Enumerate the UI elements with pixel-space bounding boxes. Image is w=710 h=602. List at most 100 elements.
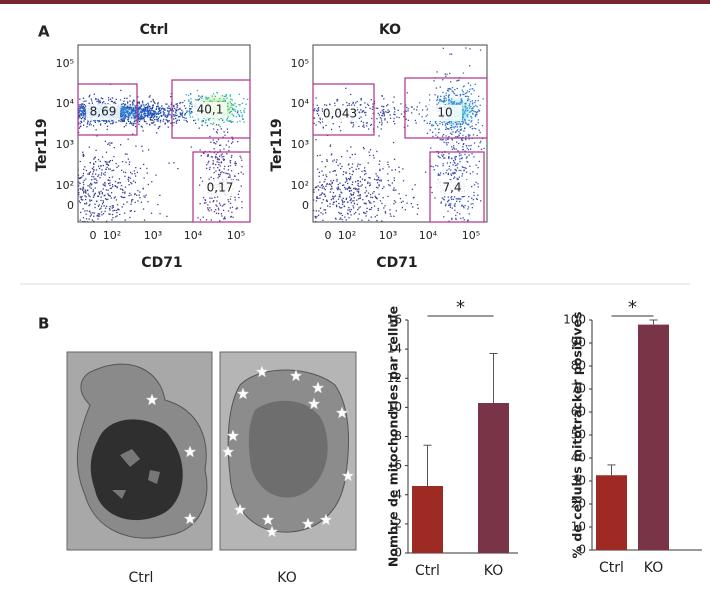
x-tick-label: Ctrl — [415, 563, 440, 579]
y-tick-label: 20 — [571, 497, 586, 511]
event-dot — [83, 183, 85, 186]
event-dot — [82, 172, 85, 175]
event-dot — [210, 209, 212, 211]
event-dot — [91, 199, 93, 201]
x-tick-label: 0 — [90, 229, 97, 242]
event-dot — [341, 165, 343, 168]
event-dot — [128, 161, 131, 163]
event-dot — [370, 216, 372, 218]
event-dot — [82, 107, 85, 109]
event-dot — [380, 128, 382, 130]
event-dot — [222, 209, 225, 211]
event-dot — [108, 142, 110, 144]
event-dot — [101, 172, 103, 174]
event-dot — [157, 204, 159, 206]
event-dot — [458, 277, 459, 278]
event-dot — [440, 202, 442, 204]
event-dot — [97, 165, 100, 167]
event-dot — [126, 201, 128, 203]
event-dot — [313, 199, 315, 201]
event-dot — [449, 179, 451, 181]
event-dot — [366, 195, 368, 197]
event-dot — [479, 142, 481, 144]
event-dot — [213, 98, 215, 100]
event-dot — [388, 110, 391, 112]
event-dot — [160, 110, 162, 112]
event-dot — [92, 119, 95, 122]
event-dot — [240, 157, 242, 159]
event-dot — [365, 111, 367, 114]
event-dot — [376, 197, 378, 199]
event-dot — [311, 99, 312, 100]
event-dot — [163, 118, 165, 120]
event-dot — [122, 115, 124, 117]
event-dot — [308, 193, 309, 194]
event-dot — [164, 115, 166, 118]
event-dot — [230, 170, 233, 172]
event-dot — [93, 193, 96, 195]
event-dot — [156, 106, 158, 108]
event-dot — [448, 220, 450, 222]
event-dot — [447, 173, 449, 176]
event-dot — [117, 182, 119, 184]
event-dot — [449, 261, 450, 262]
event-dot — [450, 120, 452, 122]
event-dot — [51, 213, 52, 214]
event-dot — [457, 136, 459, 138]
event-dot — [439, 86, 441, 88]
event-dot — [475, 181, 477, 183]
event-dot — [116, 166, 118, 168]
event-dot — [232, 216, 234, 218]
event-dot — [156, 107, 158, 110]
event-dot — [145, 225, 146, 226]
event-dot — [448, 136, 450, 138]
event-dot — [447, 172, 450, 174]
event-dot — [446, 169, 448, 171]
event-dot — [447, 121, 449, 123]
event-dot — [138, 113, 141, 115]
event-dot — [451, 138, 453, 140]
event-dot — [474, 83, 476, 85]
gate-value: 7,4 — [442, 181, 461, 195]
event-dot — [215, 143, 217, 145]
y-tick-label: 8 — [394, 429, 402, 443]
bar — [596, 475, 627, 550]
event-dot — [129, 122, 131, 125]
event-dot — [336, 205, 338, 208]
event-dot — [355, 102, 357, 104]
event-dot — [181, 114, 183, 116]
event-dot — [212, 160, 214, 162]
event-dot — [372, 103, 374, 105]
event-dot — [163, 112, 165, 114]
event-dot — [321, 187, 323, 189]
event-dot — [384, 212, 387, 214]
event-dot — [75, 106, 76, 107]
event-dot — [467, 220, 469, 222]
event-dot — [150, 119, 153, 121]
event-dot — [68, 239, 69, 240]
event-dot — [161, 115, 163, 117]
event-dot — [151, 113, 153, 115]
event-dot — [150, 100, 152, 103]
event-dot — [276, 111, 277, 112]
event-dot — [231, 113, 233, 115]
event-dot — [101, 237, 102, 238]
event-dot — [138, 123, 140, 125]
event-dot — [82, 105, 84, 107]
event-dot — [108, 161, 110, 163]
event-dot — [111, 192, 113, 194]
event-dot — [239, 120, 241, 122]
event-dot — [140, 116, 142, 118]
event-dot — [91, 183, 93, 185]
event-dot — [96, 135, 98, 137]
axis-label: Ter119 — [34, 118, 50, 171]
event-dot — [334, 195, 337, 197]
event-dot — [94, 121, 96, 123]
event-dot — [229, 95, 231, 97]
event-dot — [451, 98, 453, 100]
event-dot — [430, 247, 431, 248]
event-dot — [302, 119, 303, 120]
event-dot — [460, 258, 461, 259]
event-dot — [462, 91, 464, 93]
event-dot — [439, 138, 441, 141]
